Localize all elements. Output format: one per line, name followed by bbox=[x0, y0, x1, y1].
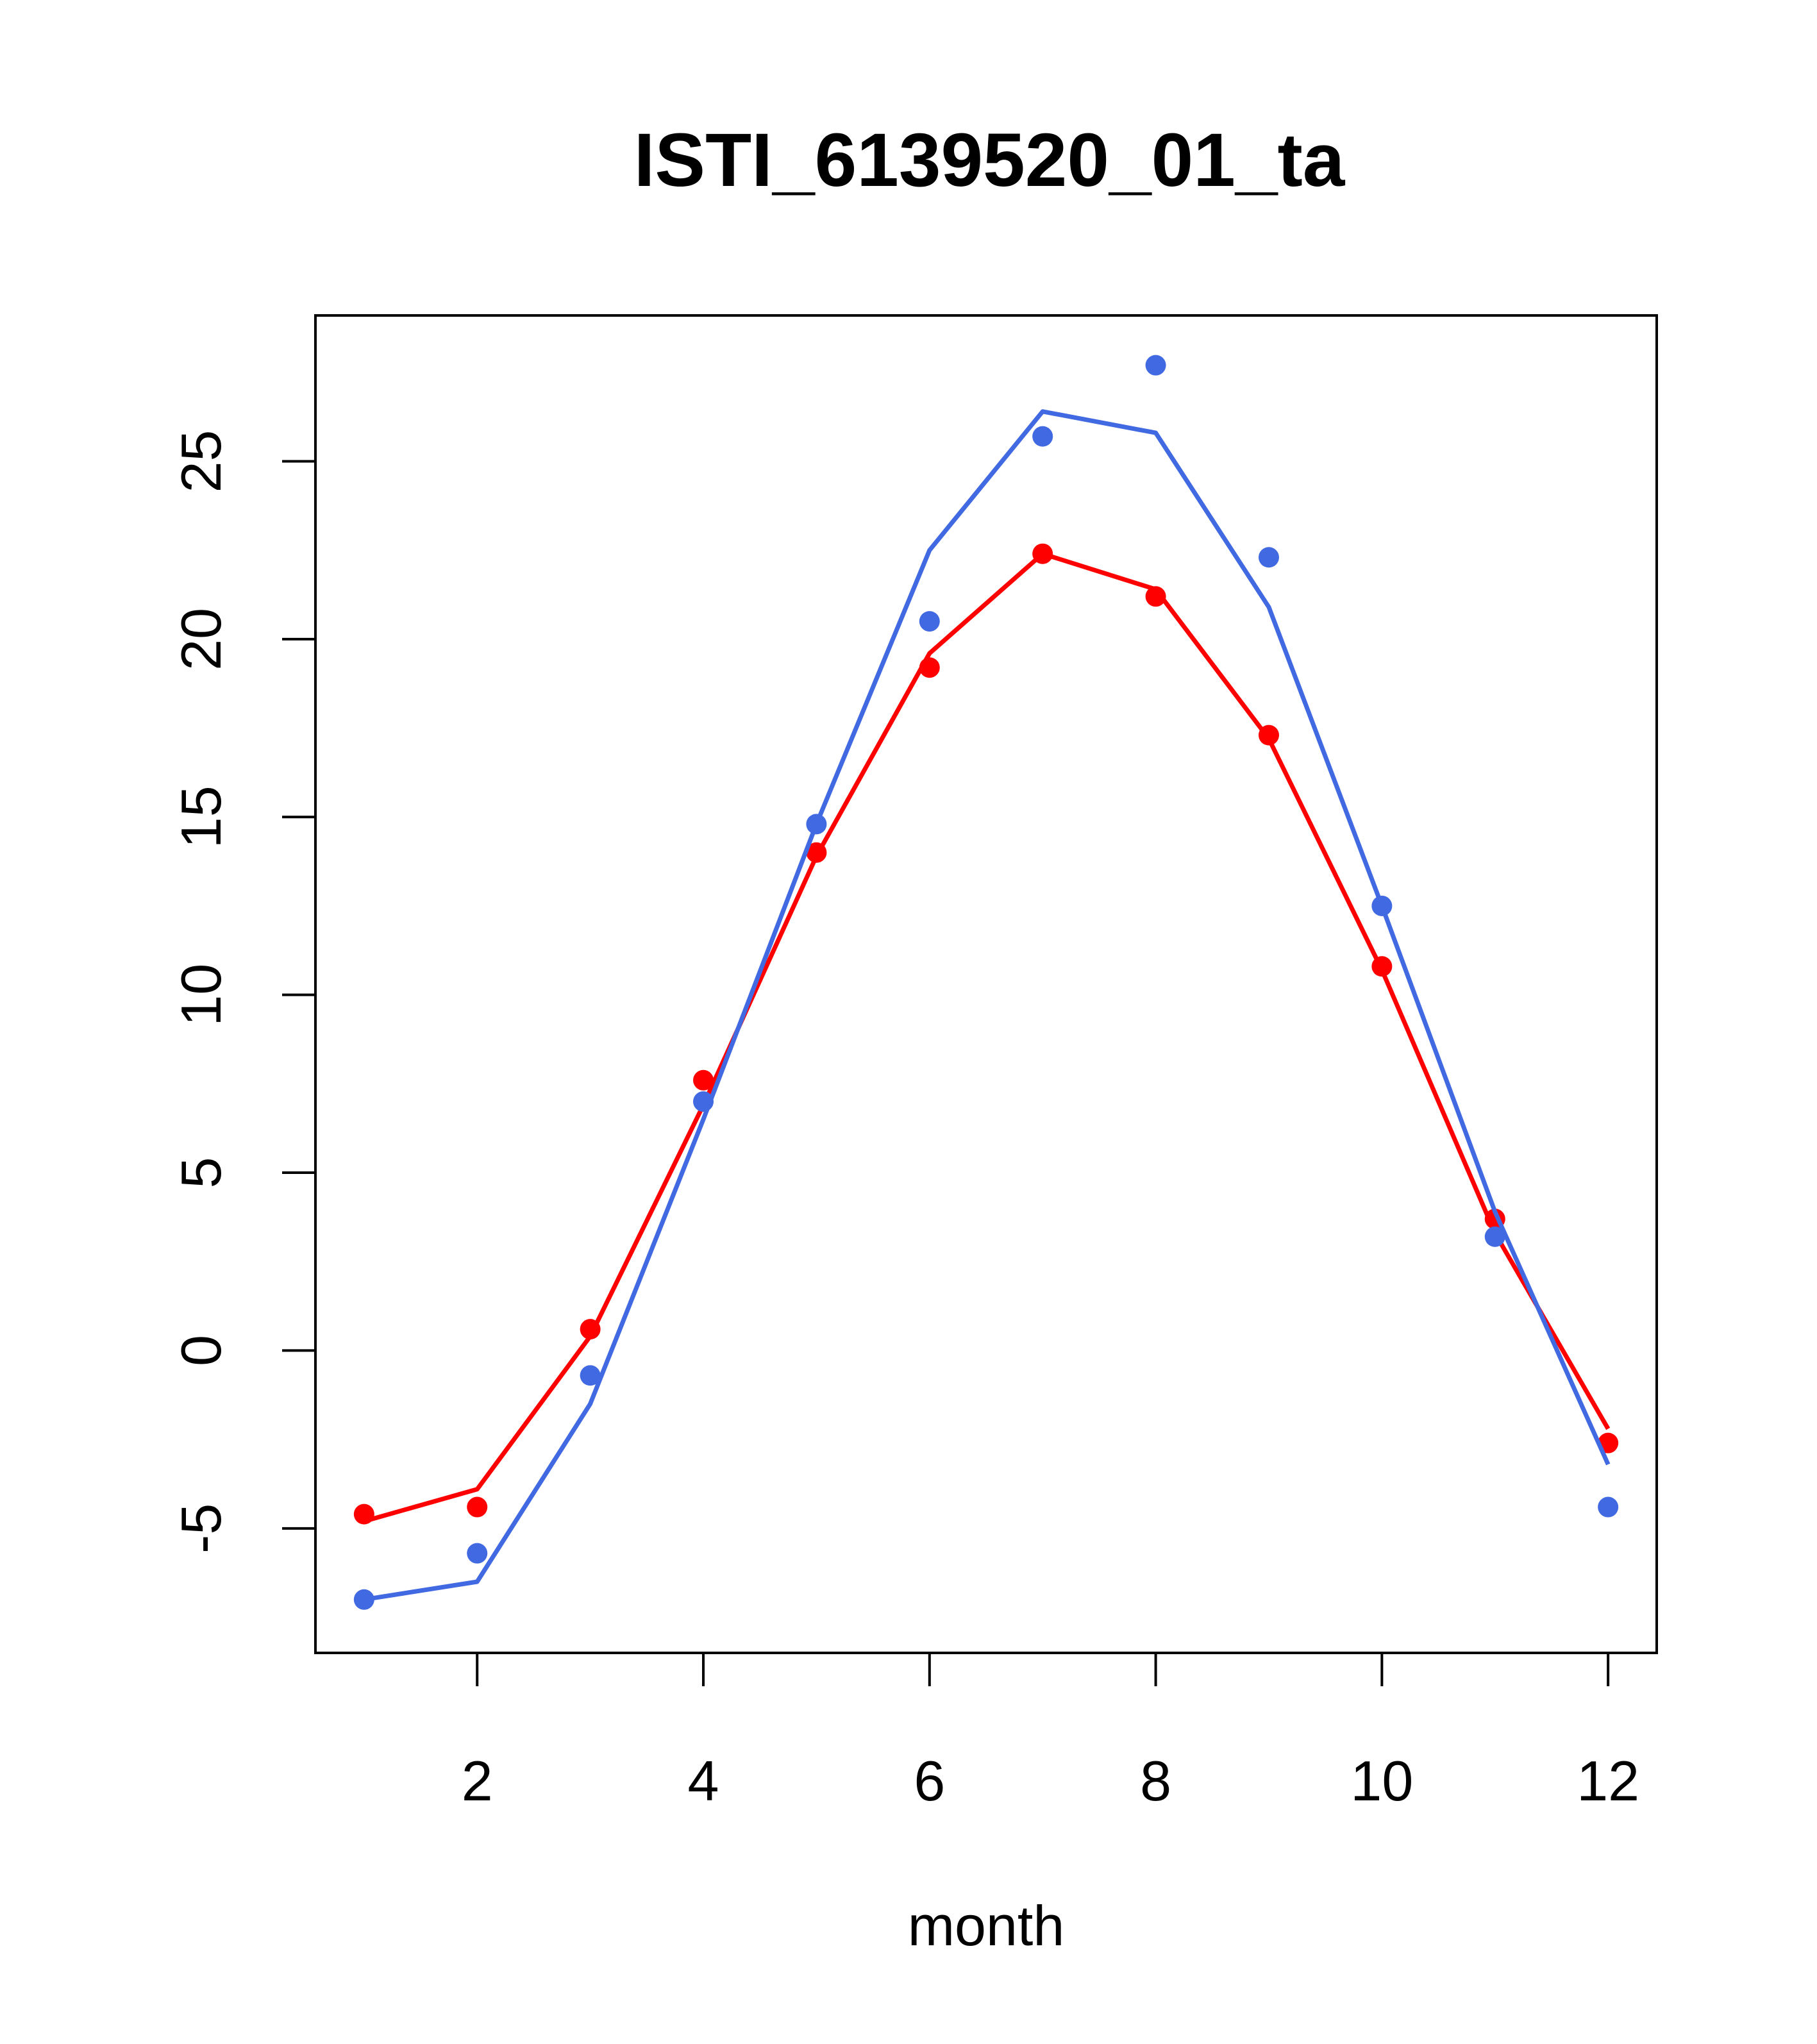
series-2-point bbox=[1371, 895, 1393, 916]
x-tick-label: 8 bbox=[1140, 1749, 1171, 1813]
series-2-line bbox=[364, 409, 1611, 1602]
series-1-point bbox=[467, 1496, 488, 1518]
series-2-point bbox=[1145, 355, 1166, 376]
chart-title: ISTI_6139520_01_ta bbox=[634, 118, 1346, 203]
y-axis: -5 0 5 10 15 20 25 bbox=[169, 430, 315, 1554]
y-tick-label: 10 bbox=[169, 964, 233, 1026]
x-tick-label: 4 bbox=[688, 1749, 719, 1813]
y-tick-label: 25 bbox=[169, 430, 233, 493]
series-2-point bbox=[806, 814, 827, 835]
series-1-point bbox=[919, 657, 940, 678]
plot-frame bbox=[314, 314, 1658, 1654]
series-2-point bbox=[353, 1589, 374, 1610]
x-tick-label: 12 bbox=[1577, 1749, 1639, 1813]
series-2-point bbox=[1598, 1496, 1619, 1518]
series-1-point bbox=[1371, 956, 1393, 977]
series-1-point bbox=[580, 1319, 601, 1340]
x-axis: 2 4 6 8 10 12 bbox=[462, 1653, 1639, 1813]
y-tick-label: 20 bbox=[169, 608, 233, 671]
series-1-point bbox=[1145, 586, 1166, 607]
series-2-point bbox=[467, 1543, 488, 1564]
series-2-point bbox=[919, 611, 940, 632]
series-2-point bbox=[1258, 547, 1279, 568]
series-2-point bbox=[1484, 1226, 1505, 1247]
series-1-point bbox=[806, 842, 827, 863]
series-layer bbox=[353, 355, 1619, 1610]
series-2 bbox=[353, 355, 1619, 1610]
series-2-point bbox=[580, 1365, 601, 1386]
x-axis-label: month bbox=[908, 1894, 1065, 1957]
y-tick-label: 15 bbox=[169, 785, 233, 848]
y-tick-label: 5 bbox=[169, 1157, 233, 1189]
series-2-point bbox=[1032, 426, 1053, 447]
series-1-point bbox=[353, 1504, 374, 1525]
x-tick-label: 6 bbox=[914, 1749, 945, 1813]
series-1 bbox=[353, 543, 1619, 1525]
series-2-point bbox=[693, 1091, 714, 1112]
y-tick-label: -5 bbox=[169, 1504, 233, 1554]
x-tick-label: 10 bbox=[1350, 1749, 1413, 1813]
series-1-point bbox=[1258, 725, 1279, 746]
y-tick-label: 0 bbox=[169, 1335, 233, 1366]
series-1-line bbox=[363, 551, 1611, 1524]
series-1-point bbox=[693, 1069, 714, 1091]
series-1-point bbox=[1032, 543, 1053, 564]
x-tick-label: 2 bbox=[462, 1749, 493, 1813]
